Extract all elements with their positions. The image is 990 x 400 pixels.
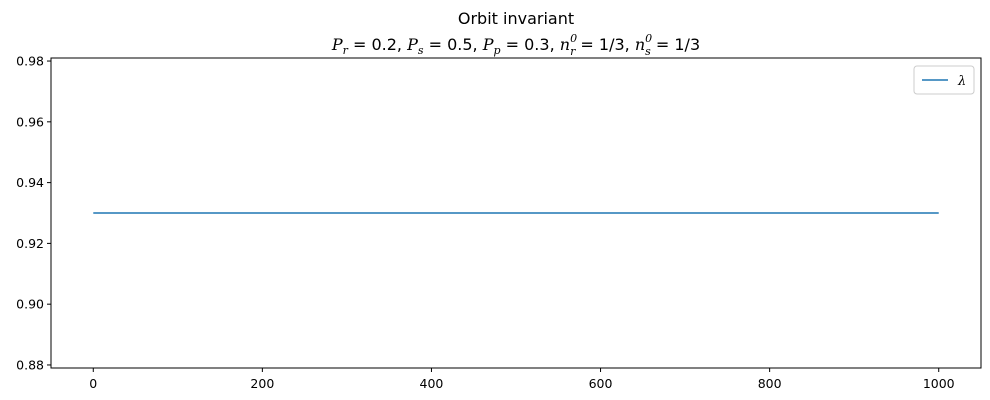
- y-tick-label: 0.98: [16, 54, 44, 69]
- x-tick-label: 1000: [923, 376, 955, 391]
- y-tick-label: 0.96: [16, 114, 44, 129]
- chart-title: Orbit invariant: [458, 9, 574, 28]
- legend: λ: [913, 65, 975, 95]
- axis-ticks: 0 200 400 600 800 1000 0.88 0.90 0.92 0.94 0.96 0.9…: [16, 54, 955, 391]
- y-tick-label: 0.94: [16, 175, 44, 190]
- chart-subtitle: Pr = 0.2, Ps = 0.5, Pp = 0.3, n0 r = 1/3,…: [331, 32, 700, 58]
- legend-label-lambda: λ: [957, 74, 966, 89]
- x-tick-label: 800: [758, 376, 782, 391]
- y-tick-label: 0.88: [16, 357, 44, 372]
- x-tick-label: 200: [250, 376, 274, 391]
- y-tick-label: 0.92: [16, 236, 44, 251]
- y-tick-label: 0.90: [16, 297, 44, 312]
- plot-frame: [50, 57, 982, 369]
- x-tick-label: 400: [420, 376, 444, 391]
- x-tick-label: 0: [89, 376, 97, 391]
- x-tick-label: 600: [589, 376, 613, 391]
